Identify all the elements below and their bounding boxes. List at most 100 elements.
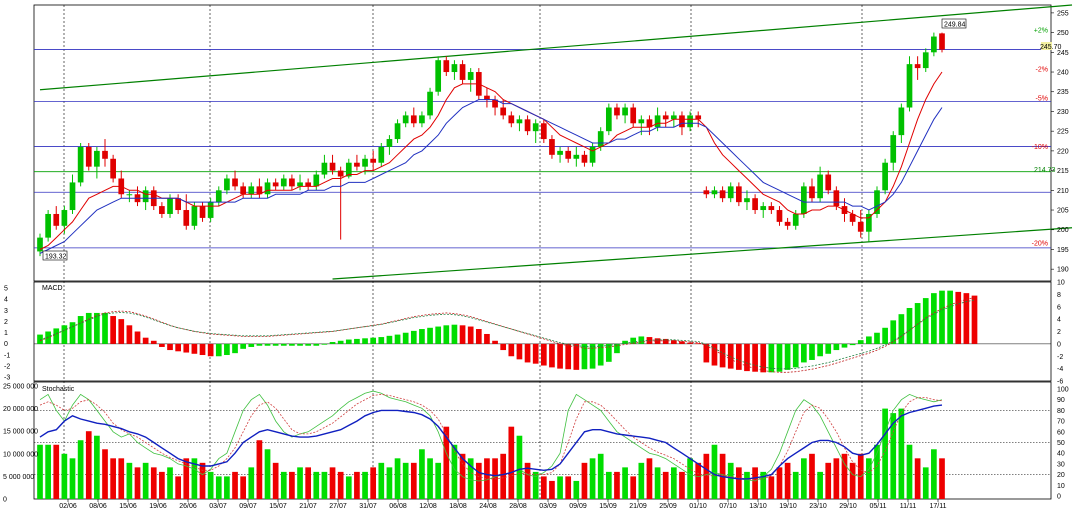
volume-bar bbox=[540, 476, 547, 499]
price-candles bbox=[37, 32, 945, 257]
volume-bar bbox=[776, 467, 783, 499]
percent-labels: +2% -2% -5% -10% -20% bbox=[1032, 28, 1048, 248]
date-tick-label: 19/10 bbox=[779, 503, 797, 510]
level-214-label: 214.73 bbox=[1034, 167, 1056, 174]
date-tick-label: 19/06 bbox=[149, 503, 167, 510]
macd-bar bbox=[549, 343, 555, 368]
candle-body bbox=[695, 115, 702, 120]
volume-bar bbox=[232, 471, 238, 499]
stochastic-tick-label: 40 bbox=[1057, 451, 1065, 458]
price-axis: 190 195 200 205 210 215 220 225 230 235 240 245 250 2… bbox=[1051, 10, 1069, 274]
volume-bar bbox=[191, 458, 198, 499]
date-tick-label: 01/10 bbox=[689, 503, 707, 510]
macd-bar bbox=[410, 330, 417, 344]
volume-bar bbox=[801, 458, 807, 499]
candle-body bbox=[500, 107, 507, 116]
volume-bar bbox=[573, 480, 580, 499]
candle-body bbox=[370, 158, 377, 163]
volume-bar bbox=[670, 467, 677, 499]
volume-bar bbox=[142, 462, 149, 499]
candle-body bbox=[354, 162, 360, 167]
macd-signal-line bbox=[39, 297, 975, 373]
macd-bar bbox=[419, 329, 425, 344]
candle-body bbox=[280, 178, 287, 187]
percent-label: +2% bbox=[1034, 28, 1048, 35]
candle-body bbox=[362, 158, 368, 167]
macd-bar bbox=[817, 343, 823, 357]
macd-bar bbox=[500, 343, 507, 351]
macd-bar bbox=[305, 343, 312, 346]
candle-body bbox=[768, 206, 775, 211]
macd-bar bbox=[402, 332, 409, 344]
macd-bar bbox=[597, 343, 604, 366]
macd-bar bbox=[207, 343, 214, 357]
volume-bar bbox=[126, 462, 133, 499]
macd-bar bbox=[362, 338, 368, 344]
volume-bar bbox=[402, 462, 409, 499]
last-price-marker: 245.70 bbox=[1040, 42, 1062, 51]
macd-bar bbox=[849, 343, 856, 346]
candle-body bbox=[37, 237, 43, 252]
candle-body bbox=[581, 154, 588, 163]
candle-body bbox=[776, 210, 783, 222]
volume-bar bbox=[61, 453, 68, 499]
macd-bar bbox=[703, 343, 710, 363]
macd-bar bbox=[37, 334, 43, 344]
volume-bar bbox=[638, 462, 645, 499]
macd-bar bbox=[711, 343, 718, 366]
date-axis: 02/06 08/06 15/06 19/06 26/06 03/07 09/07 15/07… bbox=[59, 499, 947, 510]
candle-body bbox=[240, 186, 246, 195]
date-tick-label: 31/07 bbox=[359, 503, 377, 510]
candle-body bbox=[410, 115, 417, 124]
volume-bar bbox=[134, 467, 141, 499]
date-tick-label: 18/08 bbox=[449, 503, 467, 510]
volume-bar bbox=[370, 467, 377, 499]
stochastic-title: Stochastic bbox=[42, 386, 75, 393]
volume-bar bbox=[248, 467, 255, 499]
candle-body bbox=[191, 206, 198, 226]
macd-tick-left: -1 bbox=[4, 352, 10, 359]
macd-bar bbox=[394, 334, 401, 344]
volume-tick-label: 5 000 000 bbox=[3, 474, 34, 481]
stochastic-tick-label: 10 bbox=[1057, 483, 1065, 490]
volume-bar bbox=[508, 426, 515, 499]
volume-bar bbox=[159, 471, 165, 499]
macd-bar bbox=[451, 324, 458, 344]
macd-bar bbox=[516, 343, 523, 360]
candle-body bbox=[760, 206, 767, 211]
volume-bar bbox=[849, 462, 856, 499]
macd-bar bbox=[922, 298, 929, 344]
macd-bar bbox=[687, 342, 693, 344]
candle-body bbox=[224, 178, 230, 191]
macd-bar bbox=[175, 343, 181, 352]
macd-tick-left: 5 bbox=[4, 286, 8, 293]
macd-bar bbox=[662, 338, 669, 344]
price-reference-lines bbox=[34, 4, 1073, 280]
macd-bar bbox=[524, 343, 531, 363]
candle-body bbox=[931, 36, 937, 53]
macd-bar bbox=[329, 342, 336, 344]
candle-body bbox=[167, 198, 173, 214]
candle-body bbox=[638, 119, 645, 124]
price-tick-label: 245 bbox=[1057, 50, 1069, 57]
macd-bar bbox=[931, 293, 937, 344]
volume-bar bbox=[264, 449, 271, 499]
macd-bar bbox=[256, 343, 263, 346]
candle-body bbox=[939, 33, 945, 50]
stochastic-tick-label: 70 bbox=[1057, 419, 1065, 426]
stochastic-tick-label: 20 bbox=[1057, 472, 1065, 479]
macd-bar bbox=[532, 343, 539, 364]
candle-body bbox=[614, 107, 620, 116]
volume-bar bbox=[484, 458, 490, 499]
volume-bar bbox=[362, 471, 368, 499]
candle-body bbox=[792, 213, 799, 226]
percent-label: -2% bbox=[1036, 66, 1048, 73]
volume-bar bbox=[118, 458, 125, 499]
macd-bar bbox=[792, 343, 799, 368]
volume-bar bbox=[321, 471, 328, 499]
macd-bar bbox=[874, 332, 880, 344]
macd-bar bbox=[126, 325, 133, 344]
price-tick-label: 255 bbox=[1057, 10, 1069, 17]
candle-body bbox=[484, 95, 490, 100]
candle-body bbox=[378, 146, 385, 163]
